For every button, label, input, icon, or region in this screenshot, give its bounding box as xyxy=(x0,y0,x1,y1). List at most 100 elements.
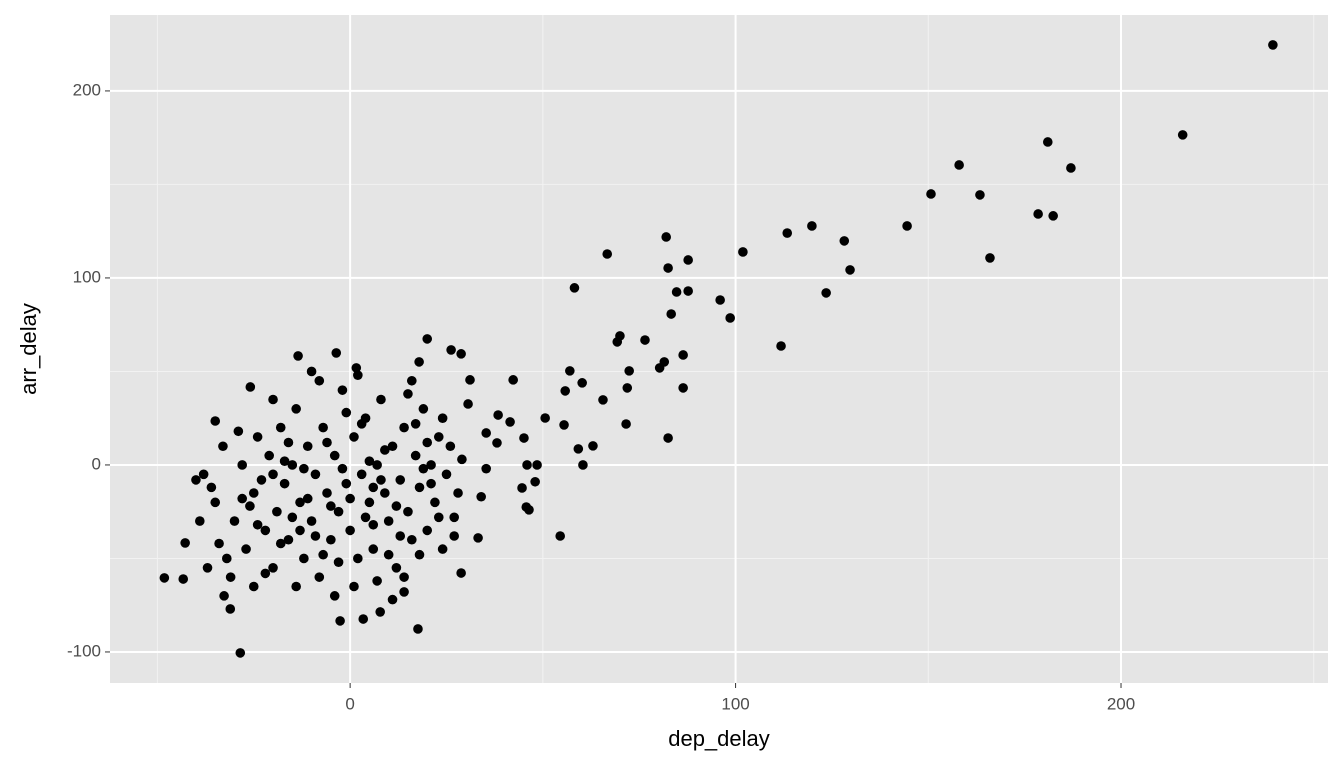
point xyxy=(368,519,379,530)
point xyxy=(508,375,518,385)
point xyxy=(465,375,475,385)
point xyxy=(331,348,342,358)
point xyxy=(399,422,409,433)
x-tick-label: 100 xyxy=(721,694,749,713)
point xyxy=(260,568,271,579)
point xyxy=(926,189,936,199)
point xyxy=(1066,163,1076,173)
point xyxy=(302,493,313,504)
point xyxy=(218,441,228,452)
y-tick-label: 200 xyxy=(73,80,101,99)
point xyxy=(299,463,309,474)
point xyxy=(333,557,344,567)
point xyxy=(683,286,693,296)
point xyxy=(283,534,294,545)
point xyxy=(985,253,995,263)
point xyxy=(291,404,301,414)
point xyxy=(624,366,634,376)
point xyxy=(291,581,301,592)
point xyxy=(345,493,355,504)
point xyxy=(210,416,221,426)
point xyxy=(391,501,402,511)
point xyxy=(422,525,433,536)
point xyxy=(310,469,321,480)
point xyxy=(195,516,205,526)
point xyxy=(329,591,340,601)
point xyxy=(159,573,170,583)
y-tick-label: -100 xyxy=(67,641,101,660)
point xyxy=(202,563,213,573)
point xyxy=(661,232,671,242)
point xyxy=(598,395,608,405)
point xyxy=(368,482,379,493)
point xyxy=(287,460,298,470)
point xyxy=(640,335,650,345)
point xyxy=(463,399,473,409)
point xyxy=(473,533,483,543)
point xyxy=(395,531,406,541)
point xyxy=(1048,211,1058,221)
point xyxy=(418,404,429,414)
point xyxy=(391,563,402,573)
point xyxy=(368,544,379,554)
point xyxy=(191,475,201,485)
point xyxy=(522,460,532,470)
point xyxy=(364,497,375,508)
point xyxy=(678,383,688,393)
point xyxy=(383,516,394,526)
point xyxy=(437,544,448,554)
point xyxy=(505,417,515,427)
point xyxy=(456,568,466,578)
point xyxy=(559,420,569,430)
point xyxy=(241,544,251,554)
y-tick-label: 100 xyxy=(73,267,101,286)
point xyxy=(349,432,359,442)
point xyxy=(663,433,673,443)
x-axis-title: dep_delay xyxy=(668,726,770,751)
point xyxy=(456,349,466,359)
point xyxy=(407,534,417,545)
point xyxy=(426,478,436,489)
point xyxy=(453,488,463,498)
point xyxy=(353,553,363,564)
point xyxy=(410,419,421,429)
point xyxy=(279,478,290,489)
point xyxy=(902,221,912,231)
point xyxy=(341,478,352,489)
y-axis-title: arr_delay xyxy=(16,303,41,395)
point xyxy=(245,501,255,511)
point xyxy=(414,357,424,367)
point xyxy=(229,516,240,526)
point xyxy=(306,516,317,526)
point xyxy=(287,512,298,523)
point xyxy=(426,460,436,470)
point xyxy=(364,456,375,467)
point xyxy=(372,460,382,470)
point xyxy=(318,549,328,560)
point xyxy=(387,594,398,605)
point xyxy=(237,460,248,470)
point xyxy=(407,375,417,386)
point xyxy=(333,506,344,517)
point xyxy=(577,378,587,388)
point xyxy=(360,512,371,523)
point xyxy=(433,432,444,442)
point xyxy=(326,534,336,545)
point xyxy=(299,553,309,564)
point xyxy=(178,574,189,584)
point xyxy=(975,190,985,200)
point xyxy=(318,422,328,433)
point xyxy=(375,607,385,617)
point xyxy=(776,341,786,351)
point xyxy=(782,228,793,238)
point xyxy=(180,538,190,548)
point xyxy=(302,441,313,452)
y-tick-label: 0 xyxy=(92,454,101,473)
point xyxy=(433,512,444,523)
point xyxy=(349,581,359,592)
point xyxy=(256,475,267,485)
point xyxy=(376,394,386,405)
point xyxy=(264,450,274,461)
point xyxy=(422,334,433,344)
